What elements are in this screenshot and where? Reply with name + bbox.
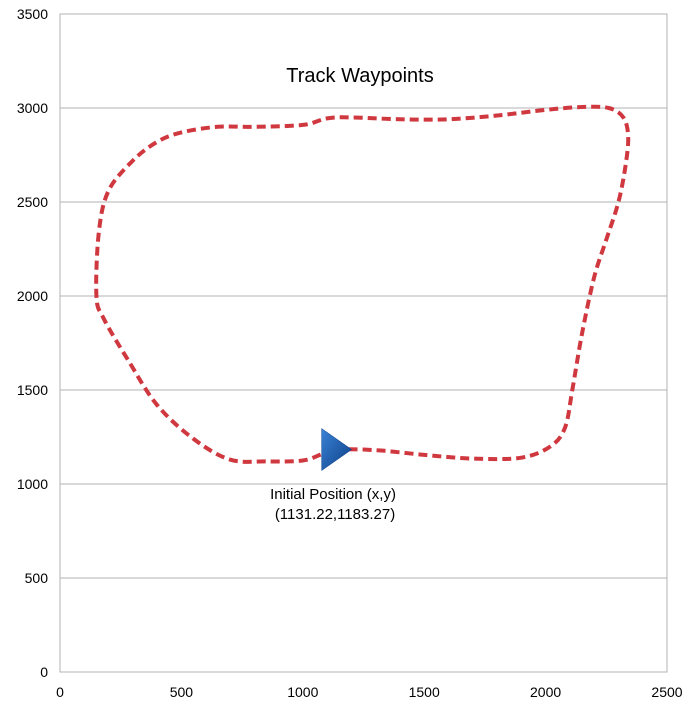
y-tick-label: 3500 <box>17 6 48 22</box>
chart-title: Track Waypoints <box>286 65 433 87</box>
initial-position-coords: (1131.22,1183.27) <box>275 506 395 523</box>
y-tick-label: 2000 <box>17 288 48 304</box>
x-tick-label: 0 <box>56 684 64 700</box>
marker-group <box>321 428 353 472</box>
initial-position-label: Initial Position (x,y) <box>270 486 396 503</box>
y-tick-label: 1500 <box>17 382 48 398</box>
x-tick-label: 1500 <box>409 684 440 700</box>
x-axis-tick-labels: 0 500 1000 1500 2000 2500 <box>56 684 683 700</box>
y-tick-label: 0 <box>40 664 48 680</box>
initial-position-marker <box>321 428 353 472</box>
y-tick-label: 500 <box>25 570 49 586</box>
y-axis-tick-labels: 0 500 1000 1500 2000 2500 3000 3500 <box>17 6 48 680</box>
track-waypoints-line <box>94 104 631 464</box>
plot-frame <box>59 13 668 673</box>
x-tick-label: 2000 <box>530 684 561 700</box>
x-tick-label: 1000 <box>287 684 318 700</box>
series-group <box>94 104 631 464</box>
y-tick-label: 3000 <box>17 100 48 116</box>
x-tick-label: 500 <box>170 684 194 700</box>
y-tick-label: 1000 <box>17 476 48 492</box>
grid-lines <box>60 13 667 673</box>
x-tick-label: 2500 <box>651 684 682 700</box>
y-tick-label: 2500 <box>17 194 48 210</box>
